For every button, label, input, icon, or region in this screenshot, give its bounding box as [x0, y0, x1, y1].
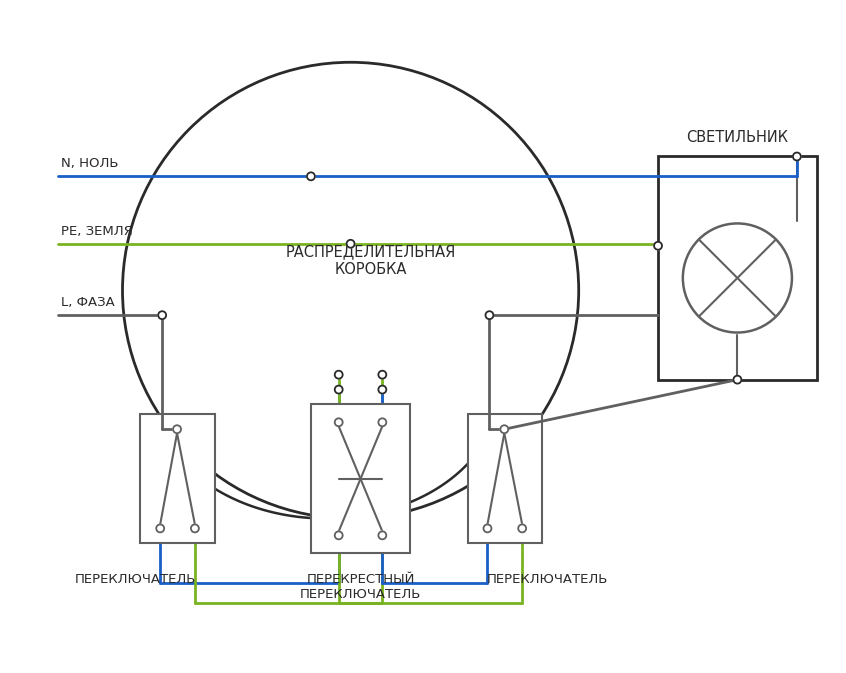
Circle shape [378, 371, 387, 379]
Bar [140, 415, 215, 543]
Circle shape [191, 524, 199, 532]
Circle shape [486, 311, 493, 319]
Circle shape [335, 419, 343, 426]
Bar [468, 415, 542, 543]
Text: СВЕТИЛЬНИК: СВЕТИЛЬНИК [686, 130, 788, 145]
Circle shape [158, 311, 166, 319]
Circle shape [335, 371, 343, 379]
Text: PE, ЗЕМЛЯ: PE, ЗЕМЛЯ [61, 225, 133, 238]
Circle shape [793, 153, 801, 160]
Circle shape [307, 172, 315, 180]
Bar [311, 404, 410, 553]
Text: ПЕРЕКЛЮЧАТЕЛЬ: ПЕРЕКЛЮЧАТЕЛЬ [486, 573, 607, 586]
Circle shape [378, 386, 387, 394]
Circle shape [500, 425, 508, 433]
Circle shape [347, 240, 354, 248]
Text: ПЕРЕКЛЮЧАТЕЛЬ: ПЕРЕКЛЮЧАТЕЛЬ [74, 573, 196, 586]
Circle shape [335, 386, 343, 394]
Circle shape [173, 425, 181, 433]
Circle shape [378, 419, 387, 426]
Circle shape [335, 532, 343, 539]
Text: L, ФАЗА: L, ФАЗА [61, 296, 115, 309]
Bar [658, 157, 816, 380]
Circle shape [484, 524, 492, 532]
Circle shape [157, 524, 164, 532]
Circle shape [519, 524, 526, 532]
Circle shape [733, 376, 741, 384]
Text: N, НОЛЬ: N, НОЛЬ [61, 157, 118, 170]
Circle shape [654, 242, 662, 250]
Circle shape [378, 532, 387, 539]
Text: РАСПРЕДЕЛИТЕЛЬНАЯ
КОРОБКА: РАСПРЕДЕЛИТЕЛЬНАЯ КОРОБКА [285, 244, 455, 277]
Text: ПЕРЕКРЕСТНЫЙ
ПЕРЕКЛЮЧАТЕЛЬ: ПЕРЕКРЕСТНЫЙ ПЕРЕКЛЮЧАТЕЛЬ [299, 573, 421, 601]
